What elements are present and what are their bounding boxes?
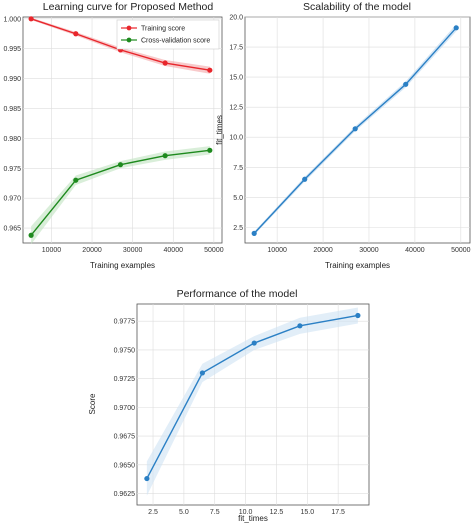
data-point [144,475,150,482]
x-tick-label: 17.5 [331,509,345,516]
y-tick-labels: 0.965 0.970 0.975 0.980 0.985 0.990 0.995 1.000 [3,16,21,232]
x-tick-label: 12.5 [270,509,284,516]
confidence-band [31,17,210,74]
legend-label-cv: Cross-validation score [141,38,210,45]
y-tick-label: 0.9750 [114,347,136,354]
chart-title: Learning curve for Proposed Method [43,1,214,13]
y-tick-labels: 2.5 5.0 7.5 10.0 12.5 15.0 17.5 20.0 [229,15,243,232]
y-tick-label: 0.965 [3,226,21,233]
x-tick-label: 40000 [405,247,425,254]
confidence-bands [146,307,358,496]
x-tick-labels: 2.5 5.0 7.5 10.0 12.5 15.0 17.5 [148,509,345,516]
data-point [73,177,79,183]
x-tick-label: 50000 [204,247,224,254]
y-tick-label: 0.9625 [114,491,136,498]
y-tick-label: 0.9675 [114,434,136,441]
y-tick-label: 0.975 [3,166,21,173]
data-point [251,230,257,236]
data-point [28,232,34,238]
x-tick-label: 5.0 [179,509,189,516]
data-point [403,81,409,87]
grid [137,304,369,505]
legend: Training score Cross-validation score [116,19,220,50]
y-tick-label: 10.0 [229,135,243,142]
data-point [251,340,257,346]
x-tick-label: 10000 [42,247,62,254]
data-point [162,153,168,159]
y-tick-label: 0.9775 [114,319,136,326]
y-tick-label: 20.0 [229,15,243,22]
y-tick-label: 0.9650 [114,462,136,469]
y-tick-label: 1.000 [3,16,21,23]
y-tick-label: 0.995 [3,46,21,53]
series-points [251,25,459,236]
confidence-band [146,307,358,496]
y-tick-label: 0.9700 [114,405,136,412]
data-point [453,25,459,31]
x-tick-label: 40000 [164,247,184,254]
x-tick-label: 30000 [123,247,143,254]
data-point [352,126,358,132]
x-axis-label: fit_times [238,514,268,523]
y-tick-label: 17.5 [229,45,243,52]
y-tick-label: 0.985 [3,106,21,113]
x-tick-label: 20000 [82,247,102,254]
y-tick-label: 15.0 [229,75,243,82]
y-tick-label: 7.5 [233,165,243,172]
y-tick-label: 0.990 [3,76,21,83]
data-point [199,370,206,376]
y-tick-label: 2.5 [233,225,243,232]
y-tick-label: 12.5 [229,105,243,112]
series-points [144,312,361,482]
chart-title: Scalability of the model [303,1,411,13]
y-tick-label: 0.970 [3,196,21,203]
chart-title: Performance of the model [177,288,298,300]
legend-label-training: Training score [141,26,185,33]
data-point [207,147,213,153]
x-tick-label: 10.0 [239,509,253,516]
data-point [162,60,168,66]
legend-marker-cv [126,37,132,43]
y-axis-label: fit_times [215,115,224,145]
data-point [355,312,361,319]
data-point [302,176,308,182]
y-tick-label: 0.980 [3,136,21,143]
y-axis-label: Score [88,393,97,414]
legend-marker-training [126,25,132,31]
plot-area [136,303,370,506]
x-tick-label: 50000 [451,247,471,254]
data-point [297,323,303,329]
data-point [73,31,79,37]
y-tick-label: 5.0 [233,195,243,202]
x-tick-labels: 10000 20000 30000 40000 50000 [267,247,470,254]
x-axis-label: Training examples [90,261,155,270]
x-tick-labels: 10000 20000 30000 40000 50000 [42,247,224,254]
x-tick-label: 7.5 [210,509,220,516]
performance-chart: Performance of the model 2.5 5.0 7.5 10.0 12… [88,288,370,523]
y-tick-labels: 0.9625 0.9650 0.9675 0.9700 0.9725 0.9750 0.97… [114,319,136,498]
data-point [117,162,124,168]
y-tick-label: 0.9725 [114,376,136,383]
x-tick-label: 30000 [359,247,379,254]
x-tick-label: 20000 [313,247,333,254]
data-point [207,67,213,73]
scalability-chart: Scalability of the model 10000 20000 30000… [215,1,471,270]
data-point [28,16,34,22]
learning-curve-chart: Learning curve for Proposed Method 10000… [3,1,223,270]
legend-box [116,19,220,50]
x-tick-label: 15.0 [300,509,314,516]
x-axis-label: Training examples [325,261,390,270]
x-tick-label: 2.5 [148,509,158,516]
grid [245,16,470,243]
x-tick-label: 10000 [267,247,287,254]
